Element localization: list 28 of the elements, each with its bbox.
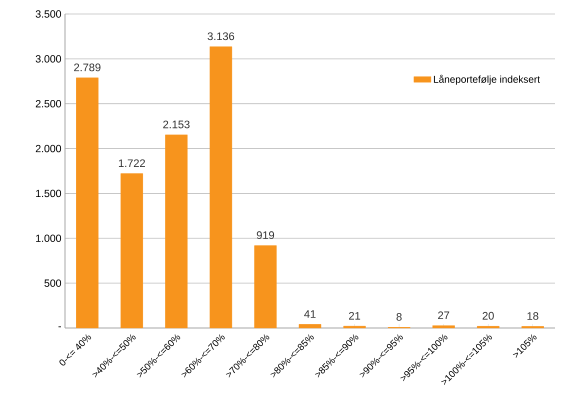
bar	[254, 245, 277, 328]
data-label: 3.136	[208, 32, 234, 40]
data-label: 21	[349, 312, 360, 320]
bar	[76, 78, 98, 328]
x-tick-label: 0-<= 40%	[59, 334, 92, 366]
data-label: 41	[304, 310, 316, 318]
data-label: 20	[482, 312, 494, 320]
y-tick-label: 3.500	[36, 10, 62, 18]
bar	[120, 173, 144, 328]
data-label: 18	[527, 312, 538, 320]
data-label: 1.722	[118, 159, 145, 167]
bar	[298, 324, 322, 328]
y-tick-label: 3.000	[36, 55, 62, 63]
bar	[165, 134, 188, 328]
bar	[432, 325, 455, 328]
data-label: 919	[256, 231, 274, 240]
y-tick-label: -	[58, 326, 62, 328]
y-tick-label: 500	[44, 279, 62, 287]
bar	[210, 46, 232, 328]
data-label: 27	[438, 311, 450, 320]
y-tick-label: 2.500	[36, 100, 62, 108]
y-tick-label: 1.000	[36, 234, 62, 242]
y-tick-label: 2.000	[36, 144, 62, 152]
data-label: 2.789	[74, 64, 100, 72]
data-label: 2.153	[163, 120, 190, 128]
data-label: 8	[396, 313, 402, 321]
y-tick-label: 1.500	[36, 190, 62, 198]
legend-label: Låneportefølje indeksert	[434, 74, 540, 85]
